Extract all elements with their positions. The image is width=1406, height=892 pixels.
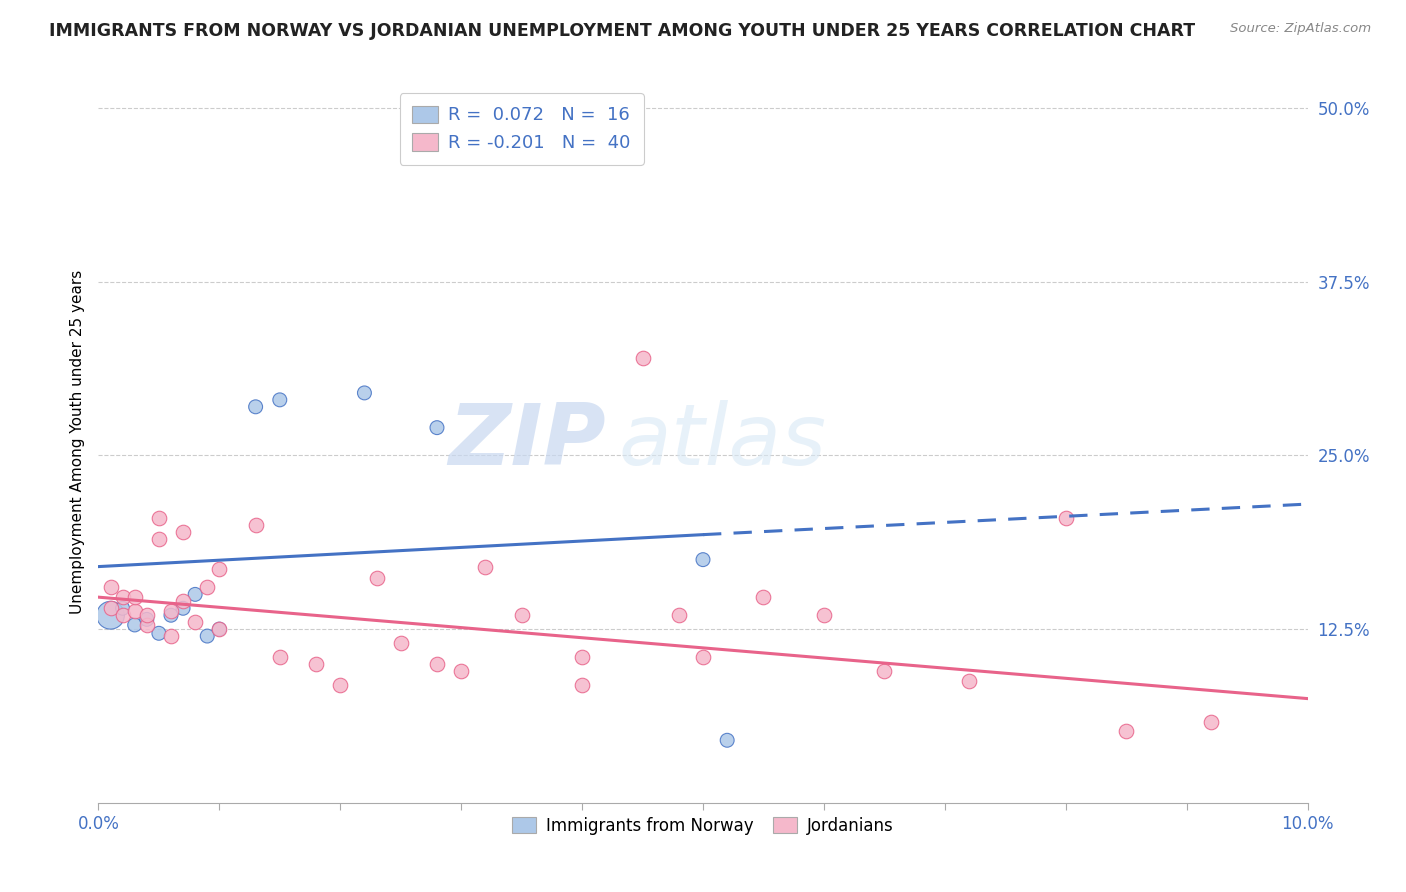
Point <box>111 590 134 604</box>
Point <box>668 608 690 623</box>
Point <box>195 581 218 595</box>
Point <box>111 601 134 615</box>
Point <box>172 601 194 615</box>
Point <box>184 587 207 601</box>
Point <box>450 664 472 678</box>
Point <box>100 581 122 595</box>
Point <box>329 678 352 692</box>
Point <box>510 608 533 623</box>
Legend: Immigrants from Norway, Jordanians: Immigrants from Norway, Jordanians <box>506 810 900 841</box>
Point <box>389 636 412 650</box>
Point <box>1054 511 1077 525</box>
Point <box>305 657 328 671</box>
Point <box>426 420 449 434</box>
Text: atlas: atlas <box>619 400 827 483</box>
Point <box>172 594 194 608</box>
Point <box>124 590 146 604</box>
Point <box>195 629 218 643</box>
Point <box>148 532 170 546</box>
Point <box>269 392 291 407</box>
Point <box>135 608 157 623</box>
Point <box>1115 723 1137 738</box>
Point <box>1199 715 1222 730</box>
Point <box>353 385 375 400</box>
Point <box>245 400 267 414</box>
Point <box>135 612 157 626</box>
Point <box>100 601 122 615</box>
Point <box>692 552 714 566</box>
Point <box>474 559 496 574</box>
Point <box>160 604 183 618</box>
Point <box>160 629 183 643</box>
Point <box>148 511 170 525</box>
Point <box>571 649 593 664</box>
Point <box>184 615 207 630</box>
Point <box>957 673 980 688</box>
Point <box>366 571 388 585</box>
Point <box>716 733 738 747</box>
Text: Source: ZipAtlas.com: Source: ZipAtlas.com <box>1230 22 1371 36</box>
Point <box>124 618 146 632</box>
Point <box>813 608 835 623</box>
Point <box>124 604 146 618</box>
Point <box>208 622 231 636</box>
Point <box>752 590 775 604</box>
Point <box>100 608 122 623</box>
Point <box>208 622 231 636</box>
Y-axis label: Unemployment Among Youth under 25 years: Unemployment Among Youth under 25 years <box>69 269 84 614</box>
Point <box>426 657 449 671</box>
Point <box>148 626 170 640</box>
Point <box>172 524 194 539</box>
Point <box>135 618 157 632</box>
Point <box>111 608 134 623</box>
Point <box>873 664 896 678</box>
Point <box>631 351 654 366</box>
Point <box>245 517 267 532</box>
Text: IMMIGRANTS FROM NORWAY VS JORDANIAN UNEMPLOYMENT AMONG YOUTH UNDER 25 YEARS CORR: IMMIGRANTS FROM NORWAY VS JORDANIAN UNEM… <box>49 22 1195 40</box>
Point <box>692 649 714 664</box>
Point <box>160 608 183 623</box>
Point <box>571 678 593 692</box>
Text: ZIP: ZIP <box>449 400 606 483</box>
Point <box>208 562 231 576</box>
Point <box>269 649 291 664</box>
